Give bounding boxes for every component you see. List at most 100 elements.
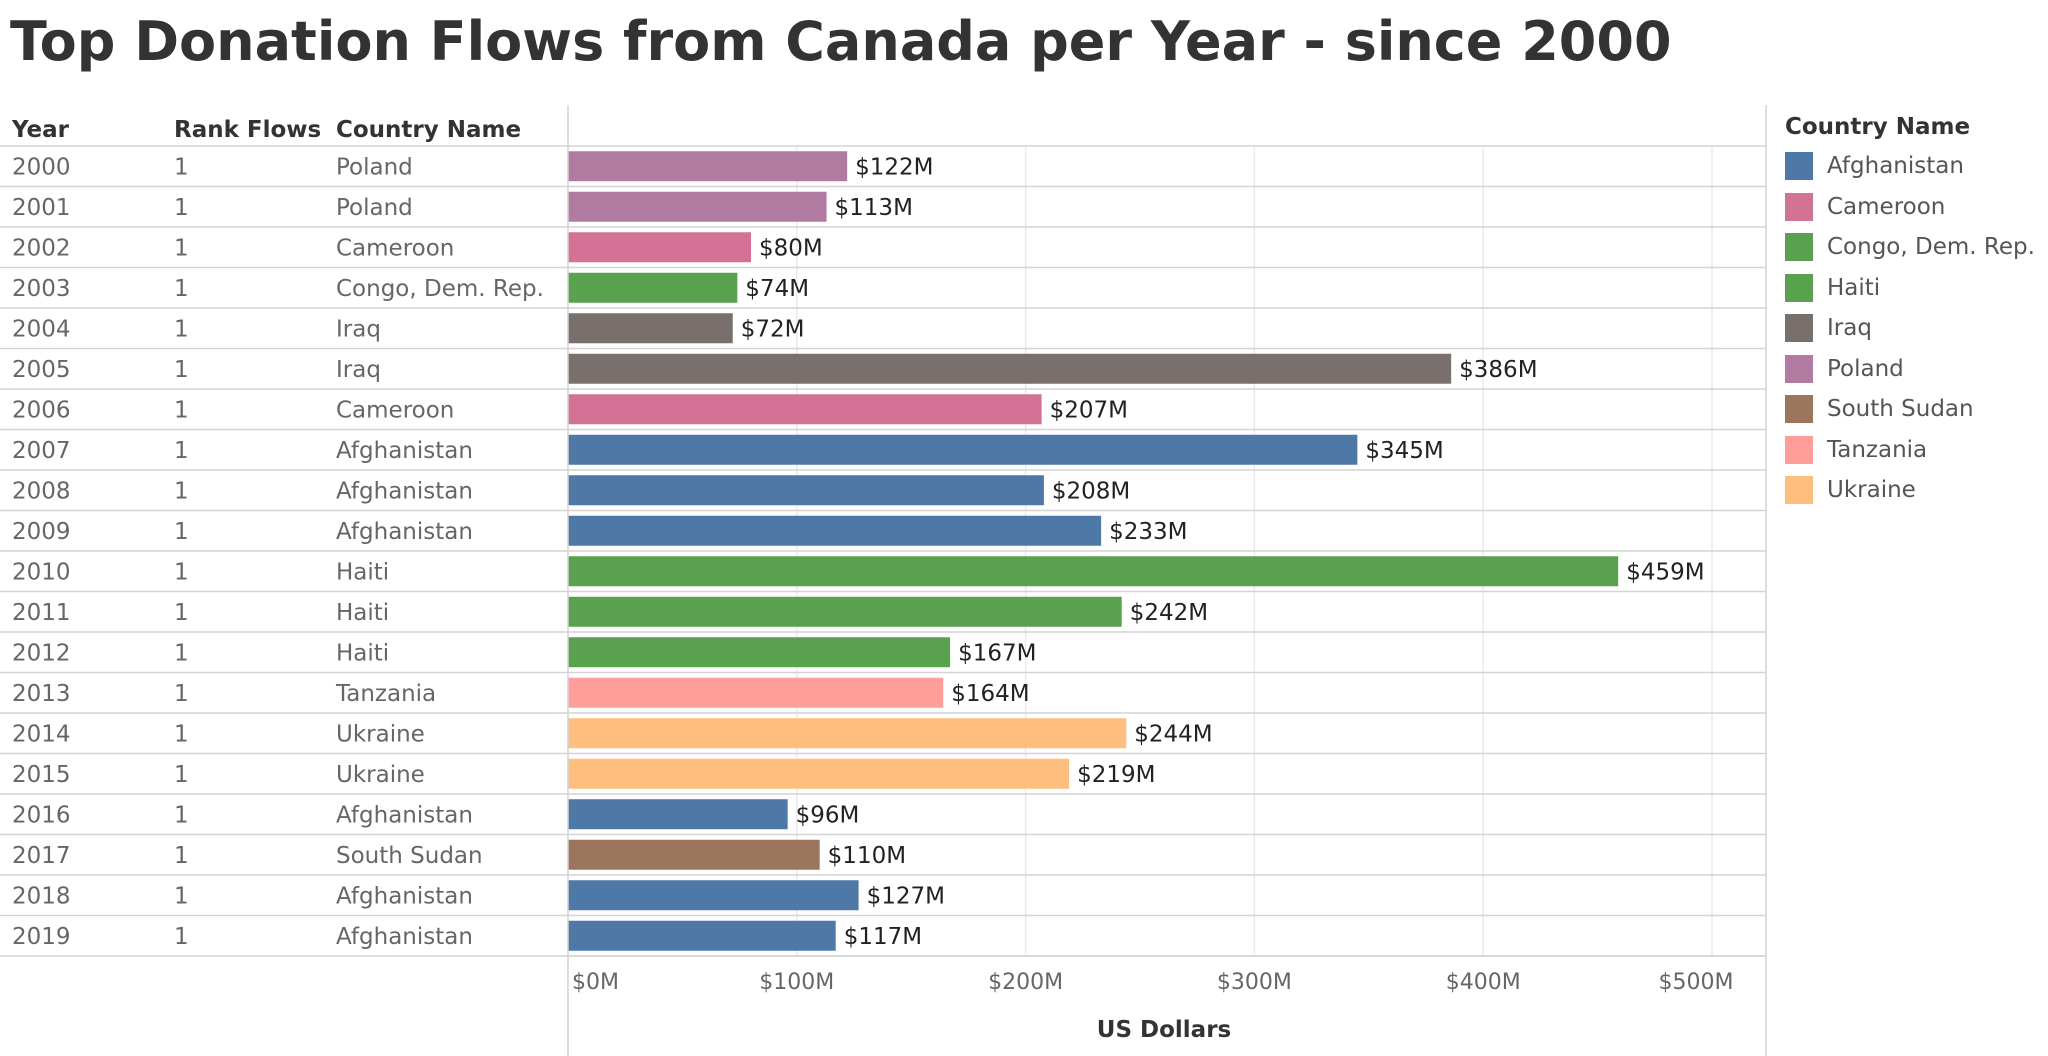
row-country: Cameroon — [336, 235, 454, 261]
x-tick-label: $500M — [1659, 970, 1734, 995]
row-country: Iraq — [336, 316, 381, 342]
row-rank: 1 — [174, 235, 189, 261]
bar — [568, 718, 1127, 749]
row-year: 2006 — [12, 397, 71, 423]
row-country: Cameroon — [336, 397, 454, 423]
table-row: 2009 1 Afghanistan $233M — [0, 515, 1766, 552]
row-rank: 1 — [174, 478, 189, 504]
legend-item[interactable]: Tanzania — [1785, 430, 2045, 471]
bar — [568, 313, 733, 344]
table-row: 2007 1 Afghanistan $345M — [0, 434, 1766, 471]
bar-value-label: $208M — [1052, 478, 1130, 504]
row-rank: 1 — [174, 559, 189, 585]
x-tick-label: $0M — [572, 970, 619, 995]
legend-item[interactable]: Haiti — [1785, 268, 2045, 309]
row-country: Poland — [336, 195, 413, 221]
legend-label: Tanzania — [1827, 436, 1928, 463]
row-country: Haiti — [336, 559, 389, 585]
legend-swatch — [1785, 152, 1813, 181]
row-year: 2012 — [12, 640, 71, 666]
bar-value-label: $386M — [1459, 357, 1537, 383]
row-country: Poland — [336, 154, 413, 180]
bar — [568, 758, 1070, 789]
row-rank: 1 — [174, 600, 189, 626]
legend-item[interactable]: Congo, Dem. Rep. — [1785, 227, 2045, 268]
bar-value-label: $219M — [1077, 762, 1155, 788]
bar-value-label: $207M — [1050, 397, 1128, 423]
legend-items: Afghanistan Cameroon Congo, Dem. Rep. Haiti… — [1785, 146, 2045, 511]
chart-title: Top Donation Flows from Canada per Year … — [10, 10, 1672, 73]
row-year: 2005 — [12, 357, 71, 383]
bar-value-label: $242M — [1130, 600, 1208, 626]
row-country: Afghanistan — [336, 883, 473, 909]
row-year: 2003 — [12, 276, 71, 302]
bar-value-label: $122M — [855, 154, 933, 180]
table-rows: 2000 1 Poland $122M 2001 1 Poland $113M 2002 1 Cam… — [0, 151, 1766, 957]
row-rank: 1 — [174, 762, 189, 788]
row-year: 2011 — [12, 600, 71, 626]
table-row: 2016 1 Afghanistan $96M — [0, 799, 1766, 836]
bar — [568, 677, 944, 708]
x-axis: US Dollars $0M $100M $200M $300M $400M $500M — [572, 970, 1733, 1043]
bar-value-label: $80M — [759, 235, 823, 261]
legend-label: Haiti — [1827, 274, 1881, 301]
legend-label: Congo, Dem. Rep. — [1827, 234, 2035, 261]
legend-swatch — [1785, 273, 1813, 302]
row-country: Tanzania — [335, 681, 436, 707]
table-row: 2001 1 Poland $113M — [0, 191, 1766, 228]
row-country: Afghanistan — [336, 924, 473, 950]
row-rank: 1 — [174, 438, 189, 464]
row-country: Ukraine — [336, 762, 425, 788]
table-row: 2019 1 Afghanistan $117M — [0, 920, 1766, 957]
row-rank: 1 — [174, 843, 189, 869]
row-country: Afghanistan — [336, 519, 473, 545]
bar — [568, 596, 1122, 627]
legend-item[interactable]: Cameroon — [1785, 187, 2045, 228]
row-year: 2007 — [12, 438, 71, 464]
x-tick-label: $100M — [759, 970, 834, 995]
bar-value-label: $127M — [867, 883, 945, 909]
bar-value-label: $244M — [1134, 721, 1212, 747]
table-row: 2011 1 Haiti $242M — [0, 596, 1766, 633]
row-rank: 1 — [174, 519, 189, 545]
bar — [568, 515, 1102, 546]
legend-label: Iraq — [1827, 315, 1872, 342]
legend-item[interactable]: Afghanistan — [1785, 146, 2045, 187]
row-rank: 1 — [174, 640, 189, 666]
bar-value-label: $72M — [741, 316, 805, 342]
row-rank: 1 — [174, 316, 189, 342]
table-row: 2004 1 Iraq $72M — [0, 313, 1766, 350]
table-row: 2005 1 Iraq $386M — [0, 353, 1766, 390]
row-country: Ukraine — [336, 721, 425, 747]
row-country: Afghanistan — [336, 478, 473, 504]
bar-value-label: $233M — [1109, 519, 1187, 545]
row-year: 2008 — [12, 478, 71, 504]
row-year: 2016 — [12, 802, 71, 828]
row-rank: 1 — [174, 276, 189, 302]
table-row: 2018 1 Afghanistan $127M — [0, 880, 1766, 917]
legend-label: South Sudan — [1827, 396, 1974, 423]
legend-item[interactable]: Poland — [1785, 349, 2045, 390]
legend-item[interactable]: Ukraine — [1785, 470, 2045, 511]
row-year: 2001 — [12, 195, 71, 221]
legend: Country Name Afghanistan Cameroon Congo, D… — [1785, 112, 2045, 511]
row-year: 2015 — [12, 762, 71, 788]
bar — [568, 353, 1452, 384]
legend-item[interactable]: Iraq — [1785, 308, 2045, 349]
bar-value-label: $164M — [951, 681, 1029, 707]
legend-swatch — [1785, 435, 1813, 464]
row-country: Afghanistan — [336, 802, 473, 828]
table-row: 2006 1 Cameroon $207M — [0, 394, 1766, 431]
bar — [568, 272, 738, 303]
legend-item[interactable]: South Sudan — [1785, 389, 2045, 430]
table-row: 2013 1 Tanzania $164M — [0, 677, 1766, 714]
legend-swatch — [1785, 476, 1813, 505]
row-year: 2019 — [12, 924, 71, 950]
row-year: 2004 — [12, 316, 71, 342]
legend-label: Poland — [1827, 355, 1904, 382]
legend-label: Ukraine — [1827, 477, 1916, 504]
bar — [568, 191, 827, 222]
row-rank: 1 — [174, 924, 189, 950]
row-rank: 1 — [174, 397, 189, 423]
